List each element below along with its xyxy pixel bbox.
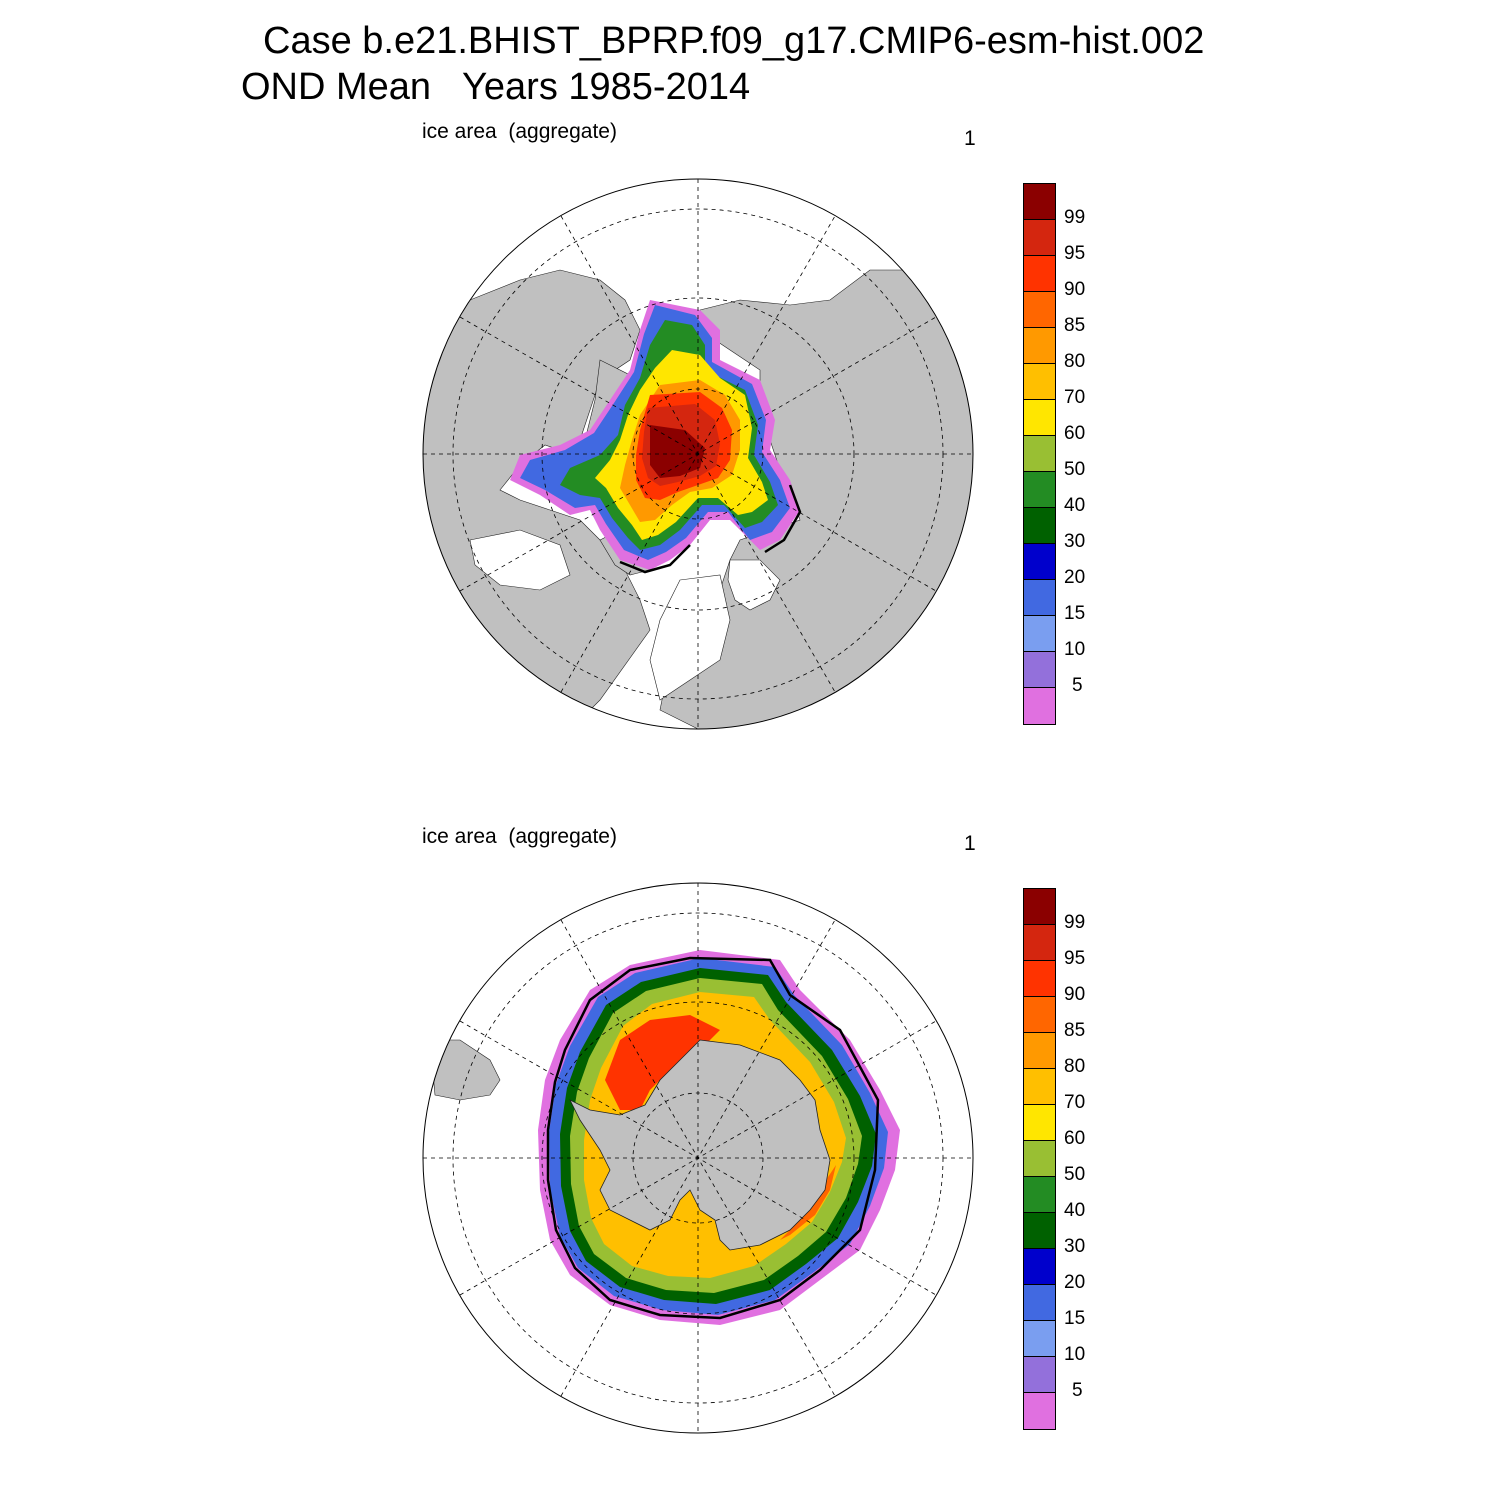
colorbar-tick-label: 80 (1064, 351, 1086, 372)
colorbar-tick-label: 85 (1064, 315, 1086, 336)
colorbar-swatch (1024, 364, 1055, 400)
colorbar-tick-label: 99 (1064, 207, 1086, 228)
colorbar-north (1023, 183, 1056, 725)
colorbar-swatch (1024, 688, 1055, 724)
colorbar-tick-label: 99 (1064, 912, 1086, 933)
south-america-land (429, 1039, 501, 1101)
colorbar-swatch (1024, 472, 1055, 508)
colorbar-swatch (1024, 256, 1055, 292)
colorbar-swatch (1024, 1357, 1055, 1393)
colorbar-south (1023, 888, 1056, 1430)
colorbar-swatch (1024, 997, 1055, 1033)
colorbar-tick-label: 20 (1064, 567, 1086, 588)
colorbar-tick-label: 60 (1064, 423, 1086, 444)
colorbar-swatch (1024, 436, 1055, 472)
colorbar-swatch (1024, 1177, 1055, 1213)
arctic-map (422, 178, 974, 730)
antarctic-map (422, 882, 974, 1434)
colorbar-tick-label: 20 (1064, 1272, 1086, 1293)
title-line-2: OND Mean Years 1985-2014 (241, 66, 751, 108)
colorbar-tick-label: 70 (1064, 387, 1086, 408)
colorbar-swatch (1024, 1141, 1055, 1177)
colorbar-tick-label: 30 (1064, 531, 1086, 552)
colorbar-tick-label: 15 (1064, 603, 1086, 624)
europe-white-ocean (649, 574, 731, 701)
colorbar-swatch (1024, 1033, 1055, 1069)
arctic-ice-99 (650, 425, 705, 478)
hudson-bay-white (469, 529, 571, 591)
arctic-graticule (423, 179, 973, 729)
antarctic-ice-edge-observed (546, 956, 880, 1320)
arctic-map-border (422, 178, 974, 730)
panel-2-variable-label: ice area (aggregate) (422, 825, 617, 848)
colorbar-swatch (1024, 580, 1055, 616)
colorbar-tick-label: 5 (1072, 1380, 1083, 1401)
colorbar-swatch (1024, 652, 1055, 688)
colorbar-swatch (1024, 184, 1055, 220)
colorbar-tick-label: 50 (1064, 1164, 1086, 1185)
colorbar-tick-label: 90 (1064, 279, 1086, 300)
panel-1-units-label: 1 (964, 127, 976, 150)
colorbar-swatch (1024, 1213, 1055, 1249)
colorbar-tick-label: 85 (1064, 1020, 1086, 1041)
title-line-1: Case b.e21.BHIST_BPRP.f09_g17.CMIP6-esm-… (263, 20, 1205, 62)
colorbar-swatch (1024, 925, 1055, 961)
colorbar-swatch (1024, 292, 1055, 328)
colorbar-swatch (1024, 328, 1055, 364)
colorbar-swatch (1024, 616, 1055, 652)
scandinavia-white-sea (727, 559, 781, 611)
colorbar-swatch (1024, 961, 1055, 997)
colorbar-tick-label: 80 (1064, 1056, 1086, 1077)
colorbar-tick-label: 50 (1064, 459, 1086, 480)
colorbar-tick-label: 10 (1064, 639, 1086, 660)
colorbar-tick-label: 90 (1064, 984, 1086, 1005)
colorbar-tick-label: 10 (1064, 1344, 1086, 1365)
colorbar-swatch (1024, 544, 1055, 580)
antarctica-land (569, 1039, 831, 1251)
panel-2-units-label: 1 (964, 832, 976, 855)
colorbar-swatch (1024, 508, 1055, 544)
colorbar-tick-label: 40 (1064, 495, 1086, 516)
antarctic-ice-90 (605, 1015, 720, 1110)
colorbar-tick-label: 40 (1064, 1200, 1086, 1221)
colorbar-tick-label: 95 (1064, 243, 1086, 264)
antarctic-map-border (422, 882, 974, 1434)
colorbar-tick-label: 70 (1064, 1092, 1086, 1113)
colorbar-swatch (1024, 400, 1055, 436)
colorbar-swatch (1024, 1393, 1055, 1429)
colorbar-tick-label: 95 (1064, 948, 1086, 969)
colorbar-swatch (1024, 1285, 1055, 1321)
colorbar-tick-label: 60 (1064, 1128, 1086, 1149)
colorbar-swatch (1024, 889, 1055, 925)
antarctic-graticule (423, 883, 973, 1433)
colorbar-swatch (1024, 1069, 1055, 1105)
colorbar-tick-label: 30 (1064, 1236, 1086, 1257)
colorbar-tick-label: 15 (1064, 1308, 1086, 1329)
panel-1-variable-label: ice area (aggregate) (422, 120, 617, 143)
colorbar-swatch (1024, 1321, 1055, 1357)
colorbar-swatch (1024, 1105, 1055, 1141)
colorbar-tick-label: 5 (1072, 675, 1083, 696)
colorbar-swatch (1024, 220, 1055, 256)
colorbar-swatch (1024, 1249, 1055, 1285)
